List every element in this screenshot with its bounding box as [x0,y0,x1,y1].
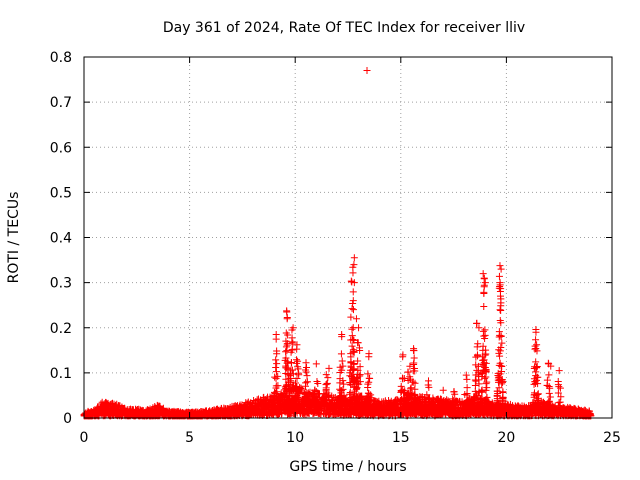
data-point [283,347,291,355]
data-point [480,288,488,296]
y-tick-label: 0.8 [50,50,72,66]
data-point [293,375,301,383]
data-point [302,379,310,387]
data-point [482,380,490,388]
data-point [348,342,356,350]
x-tick-label: 5 [185,430,194,446]
y-tick-label: 0.7 [50,95,72,111]
data-point [159,404,167,412]
data-point [348,305,356,313]
data-point [325,364,333,372]
data-point [303,378,311,386]
data-point [496,262,504,270]
data-point [283,308,291,316]
data-point [495,328,503,336]
x-tick-label: 20 [497,430,515,446]
x-tick-label: 10 [286,430,304,446]
data-point [532,358,540,366]
data-point [347,277,355,285]
x-tick-label: 25 [603,430,621,446]
data-point [272,331,280,339]
data-point [364,370,372,378]
data-point [497,306,505,314]
data-point [498,339,506,347]
y-tick-label: 0.6 [50,140,72,156]
data-point [350,254,358,262]
data-point [349,288,357,296]
data-point [480,274,488,282]
x-axis-label: GPS time / hours [289,459,406,475]
data-point [532,336,540,344]
y-axis-label: ROTI / TECUs [6,192,22,284]
y-tick-label: 0.1 [50,366,72,382]
data-point [366,375,374,382]
data-point [272,368,280,376]
data-point [496,306,504,314]
data-point [480,302,488,310]
data-point [479,270,487,278]
data-point [404,368,412,376]
data-point [322,381,330,389]
data-point [424,377,432,385]
x-tick-label: 0 [80,430,89,446]
data-point [463,375,471,383]
data-point [482,373,490,381]
data-point [355,324,363,332]
data-point [347,313,355,321]
chart-title: Day 361 of 2024, Rate Of TEC Index for r… [163,20,525,36]
x-tick-label: 15 [392,430,410,446]
data-point [272,364,280,372]
data-point [349,306,357,314]
data-point [323,380,331,388]
y-tick-label: 0.2 [50,321,72,337]
data-point [545,389,553,397]
data-points [80,67,595,420]
y-tick-label: 0.4 [50,231,72,247]
data-point [439,386,447,394]
data-point [471,376,479,384]
data-point [364,380,372,388]
data-point [271,373,279,381]
data-point [365,378,373,386]
data-point [348,332,356,340]
data-point [302,359,310,367]
data-point [348,325,356,333]
data-point [497,265,505,273]
data-point [352,315,360,323]
data-point [495,272,503,280]
data-point [474,352,482,360]
data-point [283,315,291,323]
data-point [473,343,481,351]
data-point [546,393,554,401]
y-tick-label: 0.5 [50,185,72,201]
data-point [479,327,487,335]
data-point [365,353,373,361]
data-point [410,361,418,369]
y-tick-label: 0.3 [50,276,72,292]
data-point [545,371,553,379]
data-point [363,67,371,75]
data-point [481,331,489,339]
grid-lines [84,57,612,418]
data-point [312,360,320,368]
data-point [336,385,344,393]
data-point [272,356,280,364]
data-point [338,357,346,365]
data-point [273,360,281,368]
data-point [533,341,541,349]
data-point [409,346,417,354]
data-point [497,332,505,340]
data-point [337,350,345,358]
y-tick-label: 0 [63,411,72,427]
data-point [340,380,348,388]
data-point [295,371,303,379]
